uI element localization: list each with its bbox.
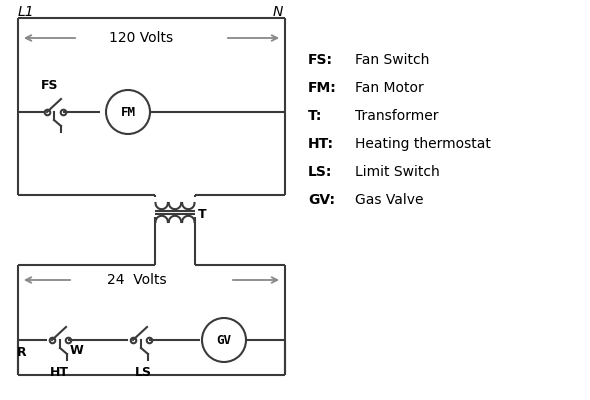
Text: GV:: GV: (308, 193, 335, 207)
Text: Heating thermostat: Heating thermostat (355, 137, 491, 151)
Text: R: R (17, 346, 27, 359)
Text: T:: T: (308, 109, 322, 123)
Text: Gas Valve: Gas Valve (355, 193, 424, 207)
Text: LS: LS (135, 366, 152, 379)
Text: HT:: HT: (308, 137, 334, 151)
Text: LS:: LS: (308, 165, 332, 179)
Text: W: W (70, 344, 84, 357)
Text: Transformer: Transformer (355, 109, 438, 123)
Text: Limit Switch: Limit Switch (355, 165, 440, 179)
Text: GV: GV (217, 334, 231, 346)
Text: HT: HT (50, 366, 69, 379)
Text: Fan Motor: Fan Motor (355, 81, 424, 95)
Text: 120 Volts: 120 Volts (109, 31, 173, 45)
Text: FM: FM (120, 106, 136, 118)
Text: FS:: FS: (308, 53, 333, 67)
Text: T: T (198, 208, 206, 220)
Text: Fan Switch: Fan Switch (355, 53, 430, 67)
Text: FM:: FM: (308, 81, 337, 95)
Text: 24  Volts: 24 Volts (107, 273, 166, 287)
Text: N: N (273, 5, 283, 19)
Text: L1: L1 (18, 5, 35, 19)
Text: FS: FS (41, 79, 58, 92)
